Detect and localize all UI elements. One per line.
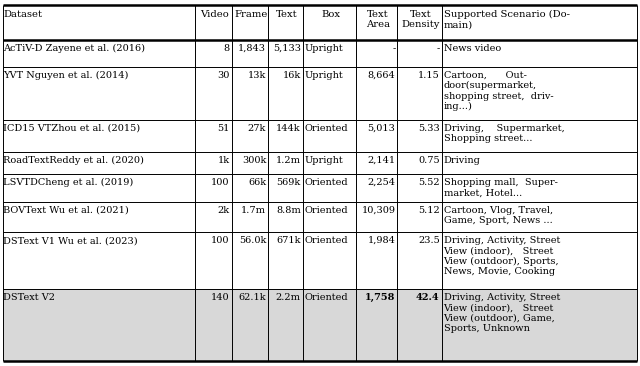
Text: 66k: 66k bbox=[248, 178, 266, 187]
Text: 1k: 1k bbox=[218, 156, 230, 165]
Text: Text
Density: Text Density bbox=[401, 10, 440, 29]
Text: -: - bbox=[392, 44, 396, 53]
Text: Box: Box bbox=[321, 10, 340, 19]
Text: Text: Text bbox=[276, 10, 297, 19]
Text: Oriented: Oriented bbox=[305, 206, 348, 215]
Text: Supported Scenario (Do-
main): Supported Scenario (Do- main) bbox=[444, 10, 570, 29]
Text: 2k: 2k bbox=[218, 206, 230, 215]
Text: Text
Area: Text Area bbox=[366, 10, 390, 29]
Text: YVT Nguyen et al. (2014): YVT Nguyen et al. (2014) bbox=[3, 71, 129, 80]
Text: Oriented: Oriented bbox=[305, 236, 348, 245]
Text: 100: 100 bbox=[211, 236, 230, 245]
Text: 5.52: 5.52 bbox=[418, 178, 440, 187]
Text: -: - bbox=[436, 44, 440, 53]
Text: 16k: 16k bbox=[282, 71, 301, 80]
Text: RoadTextReddy et al. (2020): RoadTextReddy et al. (2020) bbox=[3, 156, 144, 165]
Text: 13k: 13k bbox=[248, 71, 266, 80]
Text: Driving: Driving bbox=[444, 156, 481, 165]
Text: Driving, Activity, Street
View (indoor),   Street
View (outdoor), Game,
Sports, : Driving, Activity, Street View (indoor),… bbox=[444, 293, 560, 333]
Text: Oriented: Oriented bbox=[305, 178, 348, 187]
Text: Frame: Frame bbox=[234, 10, 268, 19]
Text: 1,758: 1,758 bbox=[365, 293, 396, 302]
Text: DSText V2: DSText V2 bbox=[3, 293, 55, 302]
Text: 671k: 671k bbox=[276, 236, 301, 245]
Text: 5,013: 5,013 bbox=[367, 124, 396, 133]
Text: 8,664: 8,664 bbox=[368, 71, 396, 80]
Text: Upright: Upright bbox=[305, 71, 344, 80]
Text: 1,984: 1,984 bbox=[367, 236, 396, 245]
Text: Upright: Upright bbox=[305, 44, 344, 53]
Text: Driving,    Supermarket,
Shopping street...: Driving, Supermarket, Shopping street... bbox=[444, 124, 564, 143]
Text: Oriented: Oriented bbox=[305, 124, 348, 133]
Text: 1.15: 1.15 bbox=[418, 71, 440, 80]
Text: News video: News video bbox=[444, 44, 500, 53]
Text: 2.2m: 2.2m bbox=[276, 293, 301, 302]
Text: Upright: Upright bbox=[305, 156, 344, 165]
Text: Dataset: Dataset bbox=[3, 10, 42, 19]
Text: 8: 8 bbox=[223, 44, 230, 53]
Text: 42.4: 42.4 bbox=[416, 293, 440, 302]
Text: ICD15 VTZhou et al. (2015): ICD15 VTZhou et al. (2015) bbox=[3, 124, 140, 133]
Text: 30: 30 bbox=[218, 71, 230, 80]
Text: AcTiV-D Zayene et al. (2016): AcTiV-D Zayene et al. (2016) bbox=[3, 44, 145, 53]
Text: Shopping mall,  Super-
market, Hotel...: Shopping mall, Super- market, Hotel... bbox=[444, 178, 557, 197]
Text: 140: 140 bbox=[211, 293, 230, 302]
Text: 51: 51 bbox=[218, 124, 230, 133]
Text: 1,843: 1,843 bbox=[238, 44, 266, 53]
Text: 23.5: 23.5 bbox=[418, 236, 440, 245]
Text: 5.12: 5.12 bbox=[418, 206, 440, 215]
Text: 2,141: 2,141 bbox=[367, 156, 396, 165]
Text: 100: 100 bbox=[211, 178, 230, 187]
Text: 2,254: 2,254 bbox=[367, 178, 396, 187]
Bar bbox=[3, 289, 637, 361]
Text: 62.1k: 62.1k bbox=[239, 293, 266, 302]
Text: Cartoon,      Out-
door(supermarket,
shopping street,  driv-
ing...): Cartoon, Out- door(supermarket, shopping… bbox=[444, 71, 553, 111]
Text: 5.33: 5.33 bbox=[418, 124, 440, 133]
Text: 5,133: 5,133 bbox=[273, 44, 301, 53]
Text: 10,309: 10,309 bbox=[362, 206, 396, 215]
Text: LSVTDCheng et al. (2019): LSVTDCheng et al. (2019) bbox=[3, 178, 134, 187]
Text: 0.75: 0.75 bbox=[418, 156, 440, 165]
Text: 144k: 144k bbox=[276, 124, 301, 133]
Text: Video: Video bbox=[200, 10, 228, 19]
Text: 300k: 300k bbox=[242, 156, 266, 165]
Text: 8.8m: 8.8m bbox=[276, 206, 301, 215]
Text: 27k: 27k bbox=[248, 124, 266, 133]
Text: 1.7m: 1.7m bbox=[241, 206, 266, 215]
Text: Driving, Activity, Street
View (indoor),   Street
View (outdoor), Sports,
News, : Driving, Activity, Street View (indoor),… bbox=[444, 236, 560, 276]
Text: 1.2m: 1.2m bbox=[276, 156, 301, 165]
Text: 569k: 569k bbox=[276, 178, 301, 187]
Text: Cartoon, Vlog, Travel,
Game, Sport, News ...: Cartoon, Vlog, Travel, Game, Sport, News… bbox=[444, 206, 553, 225]
Text: 56.0k: 56.0k bbox=[239, 236, 266, 245]
Text: Oriented: Oriented bbox=[305, 293, 348, 302]
Text: BOVText Wu et al. (2021): BOVText Wu et al. (2021) bbox=[3, 206, 129, 215]
Text: DSText V1 Wu et al. (2023): DSText V1 Wu et al. (2023) bbox=[3, 236, 138, 245]
